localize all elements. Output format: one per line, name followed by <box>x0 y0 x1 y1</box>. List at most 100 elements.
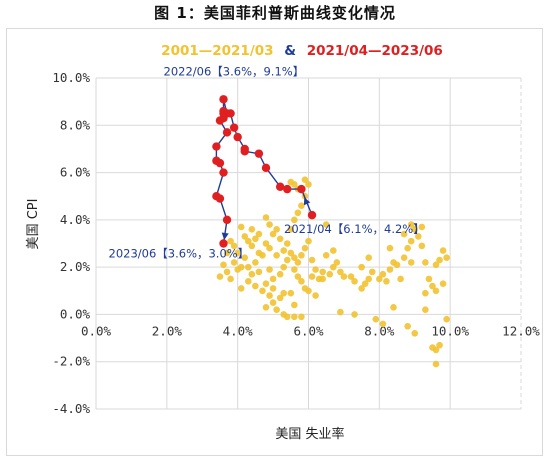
scatter-point <box>407 237 415 245</box>
scatter-point <box>291 266 298 273</box>
scatter-point <box>244 263 252 271</box>
scatter-point <box>276 294 284 302</box>
scatter-point <box>407 221 415 228</box>
scatter-point <box>411 330 419 337</box>
trajectory-point <box>283 184 292 194</box>
scatter-point <box>273 252 280 259</box>
annotation-label: 2021/04【6.1%，4.2%】 <box>284 222 425 236</box>
trajectory-point <box>222 128 232 137</box>
scatter-point <box>255 268 263 276</box>
scatter-point <box>276 235 284 243</box>
series-2001-2021-points <box>216 176 450 368</box>
scatter-point <box>404 322 411 330</box>
scatter-point <box>227 237 234 245</box>
scatter-point <box>259 252 266 259</box>
scatter-point <box>301 244 309 252</box>
scatter-point <box>294 273 302 280</box>
scatter-point <box>248 270 256 278</box>
scatter-point <box>280 289 288 297</box>
scatter-point <box>216 273 224 280</box>
scatter-point <box>351 278 358 285</box>
scatter-point <box>294 209 302 217</box>
trajectory-point <box>222 215 232 225</box>
scatter-point <box>322 252 330 259</box>
scatter-point <box>273 226 280 233</box>
y-tick-label: -4.0% <box>52 401 90 416</box>
scatter-point <box>365 275 373 283</box>
x-tick-label: 2.0% <box>152 323 183 338</box>
scatter-point <box>400 254 408 261</box>
scatter-point <box>262 214 270 221</box>
scatter-point <box>301 176 309 183</box>
trajectory-point <box>254 149 264 158</box>
x-tick-label: 6.0% <box>293 323 324 338</box>
y-tick-label: 4.0% <box>60 212 91 227</box>
trajectory-point <box>240 144 249 154</box>
trajectory-point <box>212 142 221 151</box>
scatter-point <box>422 259 429 266</box>
x-tick-label: 10.0% <box>431 323 469 338</box>
scatter-point <box>319 275 326 283</box>
scatter-point <box>237 285 245 292</box>
scatter-point <box>223 268 231 276</box>
arrowhead <box>221 232 229 240</box>
annotations: 2022/06【3.6%，9.1%】 2021/04【6.1%，4.2%】 2023… <box>109 64 425 260</box>
scatter-point <box>262 304 270 311</box>
scatter-point <box>400 230 408 238</box>
scatter-point <box>252 259 259 266</box>
trajectory-point <box>215 194 225 203</box>
scatter-point <box>386 244 394 252</box>
scatter-point <box>368 268 376 276</box>
trajectory-point <box>215 158 225 168</box>
legend-series-1: 2001—2021/03 <box>161 43 273 59</box>
trajectory-point <box>222 109 232 118</box>
trajectory-point <box>275 182 285 191</box>
scatter-point <box>379 320 387 328</box>
scatter-point <box>237 223 245 231</box>
scatter-point <box>351 311 358 318</box>
y-tick-label: 10.0% <box>52 70 90 85</box>
scatter-point <box>287 289 295 297</box>
trajectory-point <box>219 168 228 177</box>
scatter-point <box>220 261 227 269</box>
scatter-point <box>259 287 266 295</box>
scatter-point <box>407 259 415 266</box>
series-2021-2023-points <box>212 95 317 248</box>
scatter-point <box>280 247 288 254</box>
trajectory-point <box>219 95 228 104</box>
scatter-point <box>287 249 295 257</box>
scatter-point <box>252 282 259 290</box>
scatter-point <box>305 181 312 188</box>
arrowhead <box>303 197 311 206</box>
x-tick-label: 4.0% <box>223 323 254 338</box>
scatter-point <box>425 275 433 283</box>
scatter-point <box>347 273 355 280</box>
scatter-point <box>227 275 234 283</box>
scatter-point <box>432 287 440 295</box>
scatter-point <box>308 256 316 264</box>
trajectory-point <box>215 116 225 125</box>
scatter-point <box>443 315 450 323</box>
scatter-point <box>379 270 387 278</box>
scatter-point <box>230 242 238 250</box>
scatter-point <box>276 270 284 278</box>
scatter-point <box>269 285 277 292</box>
scatter-point <box>432 261 440 269</box>
scatter-point <box>397 275 404 283</box>
scatter-point <box>429 282 436 290</box>
scatter-point <box>390 304 397 311</box>
scatter-point <box>252 235 259 243</box>
y-tick-label: 6.0% <box>60 165 91 180</box>
scatter-point <box>393 261 401 269</box>
scatter-point <box>372 315 380 323</box>
x-tick-label: 0.0% <box>81 323 112 338</box>
scatter-point <box>333 259 341 266</box>
x-axis-title: 美国 失业率 <box>275 426 344 442</box>
y-tick-label: -2.0% <box>52 354 90 369</box>
trajectory-point <box>219 239 228 248</box>
annotation-label: 2022/06【3.6%，9.1%】 <box>164 64 305 78</box>
scatter-point <box>291 313 298 321</box>
scatter-point <box>237 263 245 271</box>
scatter-point <box>234 249 241 257</box>
scatter-point <box>319 268 326 276</box>
